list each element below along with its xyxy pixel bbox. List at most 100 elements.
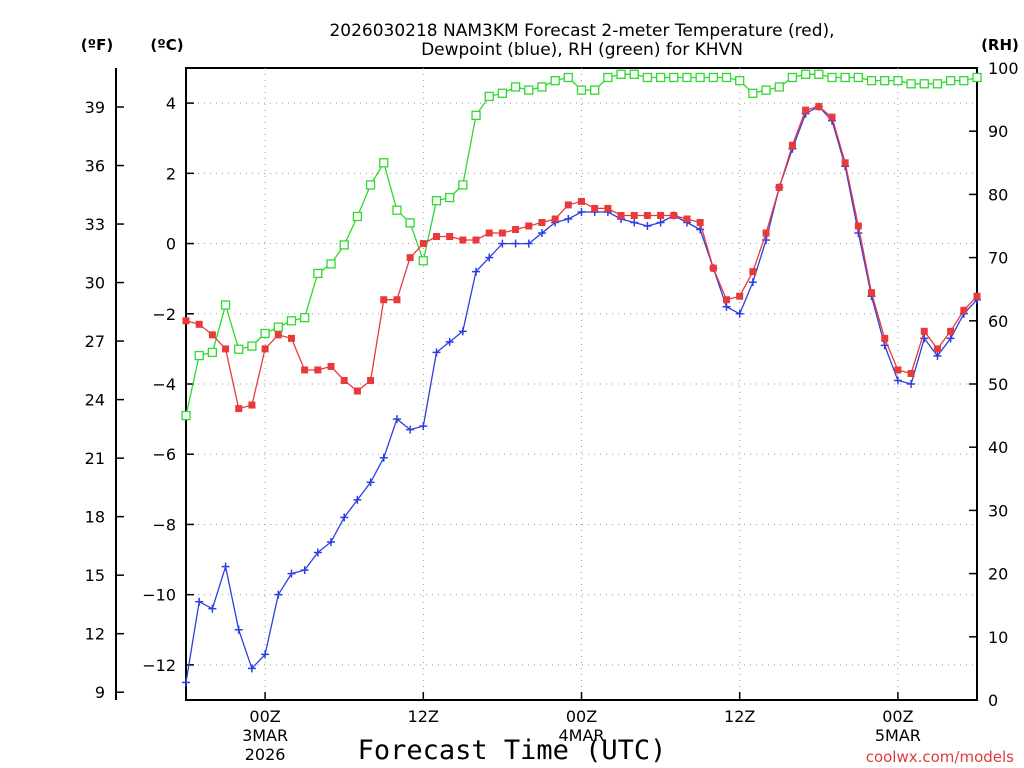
temperature-point — [235, 405, 243, 413]
dewpoint-point — [445, 337, 454, 346]
x-tick-label: 00Z — [566, 707, 597, 726]
temperature-point — [868, 289, 876, 297]
dewpoint-point — [340, 513, 349, 522]
dewpoint-point — [221, 562, 230, 571]
dewpoint-point — [182, 678, 190, 687]
rh-point — [774, 82, 784, 92]
dewpoint-point — [432, 348, 441, 357]
rh-point — [800, 69, 811, 79]
rh-point — [273, 322, 283, 332]
temperature-point — [459, 236, 467, 244]
celsius-unit-label: (ºC) — [150, 36, 183, 54]
temperature-point — [736, 292, 744, 300]
temperature-point — [406, 254, 414, 262]
dewpoint-point — [735, 309, 744, 318]
fahrenheit-tick-label: 12 — [85, 625, 105, 644]
rh-point — [603, 72, 613, 83]
rh-point — [735, 75, 745, 86]
fahrenheit-tick-label: 39 — [85, 98, 105, 117]
x-tick-label: 12Z — [724, 707, 755, 726]
temperature-point — [287, 334, 295, 342]
rh-point — [484, 91, 494, 102]
rh-point — [655, 72, 666, 83]
dewpoint-point — [261, 650, 270, 659]
temperature-point — [670, 211, 678, 219]
temperature-point — [314, 366, 322, 374]
temperature-point — [696, 218, 704, 226]
temperature-point — [802, 106, 810, 114]
dewpoint-point — [208, 604, 217, 613]
temperature-point — [261, 345, 269, 353]
fahrenheit-tick-label: 27 — [85, 332, 105, 351]
rh-point — [972, 72, 982, 83]
temperature-point — [657, 211, 665, 219]
celsius-tick-label: 2 — [166, 164, 176, 183]
temperature-point — [525, 222, 533, 230]
fahrenheit-tick-label: 24 — [85, 391, 105, 410]
temperature-point — [340, 376, 348, 384]
fahrenheit-unit-label: (ºF) — [81, 36, 113, 54]
temperature-point — [920, 327, 928, 335]
dewpoint-point — [854, 229, 863, 238]
rh-point — [524, 85, 534, 95]
temperature-point — [353, 387, 361, 395]
temperature-point — [327, 362, 335, 370]
rh-point — [959, 75, 969, 86]
dewpoint-point — [893, 376, 902, 385]
temperature-point — [933, 345, 941, 353]
dewpoint-point — [300, 566, 309, 575]
temperature-point — [788, 141, 796, 149]
rh-point — [576, 85, 587, 95]
dewpoint-point — [274, 590, 283, 599]
rh-point — [669, 72, 679, 83]
temperature-point — [683, 215, 691, 223]
rh-tick-label: 40 — [988, 438, 1008, 457]
rh-point — [418, 256, 428, 266]
dewpoint-point — [287, 569, 296, 578]
rh-point — [392, 205, 402, 215]
temperature-point — [709, 264, 717, 272]
temperature-point — [564, 201, 572, 209]
temperature-point — [498, 229, 506, 237]
x-tick-label: 12Z — [408, 707, 439, 726]
celsius-tick-label: −8 — [152, 515, 176, 534]
temperature-point — [854, 222, 862, 230]
fahrenheit-tick-label: 21 — [85, 449, 105, 468]
dewpoint-point — [656, 218, 665, 227]
x-tick-date: 4MAR — [558, 726, 604, 745]
dewpoint-point — [366, 478, 375, 487]
temperature-point — [472, 236, 480, 244]
rh-point — [234, 344, 244, 354]
rh-point — [761, 85, 771, 95]
rh-unit-label: (RH) — [981, 36, 1019, 54]
temperature-point — [894, 366, 902, 374]
temperature-point — [393, 296, 401, 304]
temperature-point — [749, 268, 757, 276]
rh-point — [352, 211, 363, 222]
temperature-point — [432, 233, 440, 241]
rh-point — [827, 72, 837, 83]
rh-point — [919, 79, 929, 89]
rh-point — [510, 82, 521, 92]
rh-point — [721, 72, 732, 83]
dewpoint-point — [933, 351, 942, 360]
series-line-rh — [185, 73, 978, 416]
dewpoint-point — [498, 239, 507, 248]
dewpoint-point — [313, 548, 322, 557]
temperature-point — [723, 296, 731, 304]
fahrenheit-tick-label: 33 — [85, 215, 105, 234]
rh-point — [748, 88, 758, 98]
rh-point — [945, 75, 956, 86]
rh-point — [853, 72, 863, 83]
temperature-point — [775, 183, 783, 191]
dewpoint-point — [524, 239, 533, 248]
temperature-point — [367, 376, 375, 384]
rh-point — [880, 75, 890, 86]
fahrenheit-tick-label: 18 — [85, 508, 105, 527]
dewpoint-point — [564, 214, 573, 223]
temperature-point — [182, 317, 190, 325]
gridlines — [186, 68, 977, 700]
temperature-point — [947, 327, 955, 335]
celsius-tick-label: −10 — [142, 586, 176, 605]
